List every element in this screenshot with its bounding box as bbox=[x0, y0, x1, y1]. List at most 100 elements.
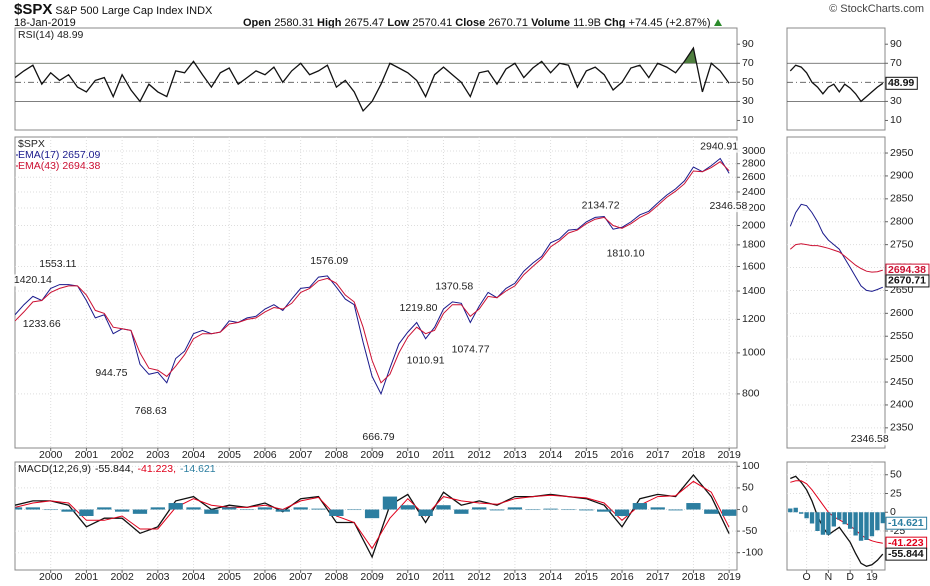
x-tick-label: 2018 bbox=[682, 571, 706, 583]
histogram-bar bbox=[847, 512, 853, 529]
y-tick-label: 2500 bbox=[890, 353, 914, 365]
annotation-box bbox=[397, 302, 440, 315]
histogram-bar bbox=[704, 509, 719, 514]
histogram-bar bbox=[820, 512, 826, 535]
x-tick-label: 2011 bbox=[432, 571, 455, 583]
x-tick-label: 2001 bbox=[75, 571, 99, 583]
x-tick-label: 2016 bbox=[610, 571, 634, 583]
panel-frame bbox=[14, 27, 738, 131]
panel-label: MACD(12,26,9) bbox=[18, 463, 91, 475]
y-tick-label: 2750 bbox=[890, 238, 914, 250]
histogram-bar bbox=[168, 503, 183, 510]
y-tick-label: 70 bbox=[742, 57, 754, 69]
histogram-bar bbox=[650, 507, 665, 510]
quote-label: Volume bbox=[531, 17, 571, 29]
y-tick-label: 2800 bbox=[742, 157, 766, 169]
value-tag bbox=[885, 516, 928, 530]
annotation-box bbox=[433, 280, 476, 293]
histogram-bar bbox=[275, 509, 290, 512]
x-tick-label: 2018 bbox=[682, 449, 706, 461]
x-tick-label: 2007 bbox=[289, 571, 313, 583]
histogram-bar bbox=[150, 507, 165, 510]
x-tick-label: 2003 bbox=[146, 571, 170, 583]
y-tick-label: 100 bbox=[742, 460, 760, 472]
y-tick-label: 50 bbox=[890, 469, 902, 481]
x-tick-label: 2009 bbox=[360, 571, 384, 583]
annotation: 2346.58 bbox=[709, 200, 747, 212]
histogram-bar bbox=[472, 507, 487, 510]
x-tick-label: 2008 bbox=[325, 449, 349, 461]
value-tag-label: 2670.71 bbox=[888, 275, 926, 287]
histogram-bar bbox=[436, 505, 451, 510]
y-tick-label: 2600 bbox=[890, 307, 914, 319]
value-tag bbox=[885, 547, 928, 561]
x-tick-label: 2000 bbox=[39, 571, 63, 583]
annotation-box bbox=[449, 343, 492, 356]
series-line bbox=[15, 473, 730, 559]
panel-frame bbox=[786, 27, 886, 131]
histogram-bar bbox=[61, 509, 76, 512]
legend-entry: -41.223, bbox=[137, 463, 176, 475]
annotation: 1074.77 bbox=[452, 343, 490, 355]
histogram-bar bbox=[382, 496, 398, 510]
histogram-bar bbox=[293, 507, 308, 510]
annotation: 1576.09 bbox=[310, 255, 348, 267]
x-tick-label: 2019 bbox=[717, 571, 741, 583]
histogram-bar bbox=[561, 509, 576, 511]
y-tick-label: 2450 bbox=[890, 376, 914, 388]
histogram-bar bbox=[79, 509, 94, 516]
annotation-box bbox=[11, 274, 54, 287]
panel-label: RSI(14) 48.99 bbox=[18, 29, 84, 41]
annotation: 1553.11 bbox=[39, 258, 76, 270]
x-tick-label: 2004 bbox=[182, 449, 206, 461]
annotation-box bbox=[360, 431, 397, 444]
quote-label: High bbox=[317, 17, 342, 29]
histogram-bar bbox=[579, 509, 594, 511]
annotation: 1420.14 bbox=[14, 274, 52, 286]
date: 18-Jan-2019 bbox=[14, 17, 76, 29]
annotation: 666.79 bbox=[362, 431, 394, 443]
annotation: 1370.58 bbox=[435, 281, 473, 293]
legend-entry: EMA(17) 2657.09 bbox=[18, 149, 100, 161]
y-tick-label: 90 bbox=[742, 38, 754, 50]
x-tick-label: N bbox=[825, 571, 833, 583]
histogram-bar bbox=[132, 509, 148, 514]
value-tag-label: 2694.38 bbox=[888, 264, 926, 276]
annotation-box bbox=[308, 255, 351, 268]
title-row: $SPX S&P 500 Large Cap Index INDX bbox=[14, 1, 212, 18]
histogram-bar bbox=[222, 507, 237, 510]
y-tick-label: 2350 bbox=[890, 422, 914, 434]
histogram-bar bbox=[329, 509, 344, 516]
x-tick-label: D bbox=[846, 571, 854, 583]
x-tick-label: 2015 bbox=[575, 571, 599, 583]
quote-value: 2580.31 bbox=[274, 17, 314, 29]
x-tick-label: 2012 bbox=[468, 571, 492, 583]
x-tick-label: 2001 bbox=[75, 449, 99, 461]
histogram-bar bbox=[25, 507, 40, 510]
histogram-bar bbox=[257, 507, 273, 510]
y-tick-label: 2950 bbox=[890, 147, 914, 159]
y-tick-label: 50 bbox=[742, 76, 754, 88]
annotation-box bbox=[37, 257, 79, 270]
histogram-bar bbox=[815, 512, 820, 531]
histogram-bar bbox=[880, 512, 885, 524]
histogram-bar bbox=[186, 507, 201, 510]
y-tick-label: 3000 bbox=[742, 145, 766, 157]
histogram-bar bbox=[97, 507, 112, 510]
y-tick-label: 2600 bbox=[742, 171, 766, 183]
exchange: INDX bbox=[186, 5, 213, 17]
histogram-bar bbox=[454, 509, 469, 514]
series-line bbox=[790, 475, 884, 567]
x-tick-label: 2004 bbox=[182, 571, 206, 583]
histogram-bar bbox=[686, 503, 701, 510]
annotation-box bbox=[604, 247, 647, 260]
annotation: 768.63 bbox=[135, 405, 167, 417]
y-tick-label: 2850 bbox=[890, 193, 914, 205]
annotation: 2940.91 bbox=[700, 140, 738, 152]
quote-row: Open 2580.31 High 2675.47 Low 2570.41 Cl… bbox=[243, 17, 722, 29]
annotation-box bbox=[93, 367, 130, 380]
histogram-bar bbox=[418, 509, 433, 516]
credit: © StockCharts.com bbox=[829, 3, 924, 15]
x-tick-label: 2006 bbox=[253, 449, 277, 461]
x-tick-label: 2013 bbox=[503, 449, 527, 461]
